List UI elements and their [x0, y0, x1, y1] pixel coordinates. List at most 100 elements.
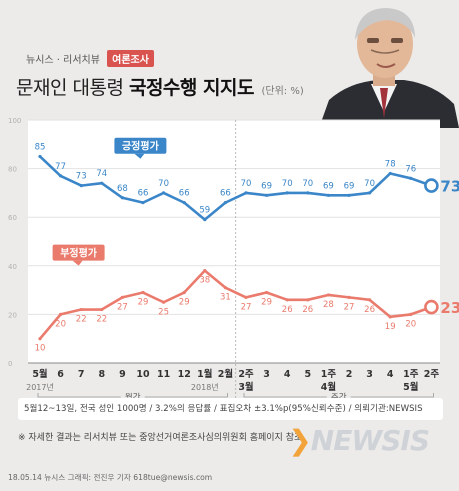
positive-point — [388, 171, 392, 176]
positive-series-badge-pointer — [134, 153, 145, 159]
negative-point — [347, 295, 351, 299]
negative-point — [141, 290, 145, 295]
weekly-label: 주간 — [331, 392, 347, 398]
y-tick-label: 60 — [8, 214, 17, 222]
x-tick-label: 1주 — [321, 369, 337, 380]
negative-data-label: 27 — [117, 302, 128, 312]
negative-point — [182, 290, 186, 295]
x-tick-label: 10 — [136, 369, 150, 380]
positive-data-label: 73 — [76, 172, 87, 182]
positive-data-label: 70 — [364, 179, 375, 189]
x-subtick-label: 5월 — [403, 381, 418, 393]
negative-data-label: 26 — [282, 305, 293, 315]
positive-point — [409, 176, 413, 180]
negative-data-label: 20 — [55, 319, 66, 329]
positive-end-point — [424, 178, 439, 193]
negative-data-label: 31 — [220, 293, 231, 303]
negative-data-label: 20 — [405, 319, 416, 329]
negative-data-label: 19 — [385, 322, 396, 332]
negative-point — [59, 312, 63, 316]
positive-data-label: 66 — [220, 189, 231, 199]
positive-point — [306, 191, 310, 195]
positive-series-line — [39, 155, 432, 221]
x-tick-label: 2주 — [238, 369, 254, 380]
negative-point — [265, 290, 269, 295]
negative-point — [100, 307, 104, 312]
negative-end-point — [424, 299, 439, 315]
negative-point — [388, 315, 392, 319]
newsis-logo-text: NEWSIS — [310, 424, 430, 457]
positive-point — [368, 191, 372, 195]
president-portrait — [309, 0, 459, 128]
x-tick-label: 2 — [346, 369, 353, 380]
positive-point — [244, 191, 248, 195]
monthly-label-bg — [120, 391, 145, 398]
x-subtick-label: 3월 — [238, 381, 253, 393]
survey-method-text: 5월12~13일, 전국 성인 1000명 / 3.2%의 응답률 / 표집오차… — [24, 404, 423, 414]
x-tick-label: 6 — [57, 369, 64, 380]
positive-point — [223, 201, 227, 205]
negative-series-name: 부정평가 — [60, 247, 98, 260]
monthly-label: 월간 — [125, 392, 141, 398]
negative-point — [120, 295, 124, 299]
positive-point — [182, 201, 186, 205]
survey-method: 5월12~13일, 전국 성인 1000명 / 3.2%의 응답률 / 표집오차… — [18, 398, 443, 420]
positive-end-label: 73 — [440, 178, 459, 196]
negative-data-label: 27 — [241, 302, 252, 312]
negative-data-label: 26 — [302, 305, 313, 315]
negative-data-label: 22 — [76, 315, 87, 325]
positive-data-label: 68 — [117, 184, 128, 194]
negative-data-label: 29 — [179, 298, 190, 308]
x-tick-label: 4 — [284, 369, 291, 380]
y-tick-label: 80 — [8, 166, 17, 174]
title-normal: 문재인 대통령 — [16, 77, 124, 99]
positive-point — [326, 193, 330, 197]
negative-data-label: 29 — [261, 298, 272, 308]
x-subtick-label: 4월 — [321, 381, 336, 393]
negative-point — [244, 295, 248, 299]
title-bold: 국정수행 지지도 — [128, 77, 254, 99]
x-tick-label: 1월 — [197, 368, 212, 380]
x-tick-label: 3 — [366, 369, 373, 380]
positive-point — [285, 191, 289, 195]
positive-data-label: 66 — [179, 189, 190, 199]
x-tick-label: 9 — [119, 369, 126, 380]
negative-data-label: 27 — [344, 302, 355, 312]
positive-data-label: 69 — [344, 181, 355, 191]
x-tick-label: 4 — [387, 369, 394, 380]
x-tick-label: 5 — [304, 369, 311, 380]
positive-point — [141, 201, 145, 205]
brand-source: 뉴시스 · 리서치뷰 — [26, 55, 100, 66]
negative-point — [203, 269, 207, 273]
positive-data-label: 74 — [96, 169, 107, 179]
x-tick-label: 1주 — [403, 369, 419, 380]
positive-data-label: 77 — [55, 162, 66, 172]
credit-line: 18.05.14 뉴시스 그래픽: 전진우 기자 618tue@newsis.c… — [8, 473, 213, 482]
positive-point — [38, 154, 42, 159]
x-subtick-label: 2018년 — [191, 382, 219, 392]
positive-data-label: 76 — [405, 164, 416, 174]
x-tick-label: 3 — [263, 369, 270, 380]
x-tick-label: 7 — [78, 369, 85, 380]
negative-point — [162, 300, 166, 304]
page-title: 문재인 대통령 국정수행 지지도 (단위: %) — [16, 73, 304, 100]
y-tick-label: 100 — [8, 117, 21, 125]
y-tick-label: 20 — [8, 311, 17, 319]
negative-data-label: 22 — [96, 315, 107, 325]
newsis-logo: ❯NEWSIS — [288, 424, 430, 457]
positive-data-label: 85 — [35, 142, 46, 152]
y-tick-label: 40 — [8, 263, 17, 271]
footnote: ※ 자세한 결과는 리서치뷰 또는 중앙선거여론조사심의위원회 홈페이지 참조 — [18, 433, 303, 443]
negative-point — [38, 337, 42, 341]
negative-data-label: 28 — [323, 300, 334, 310]
negative-data-label: 26 — [364, 305, 375, 315]
negative-end-label: 23 — [440, 299, 459, 317]
negative-data-label: 29 — [138, 298, 149, 308]
positive-data-label: 59 — [199, 206, 210, 216]
positive-data-label: 69 — [261, 181, 272, 191]
plot-area — [28, 120, 440, 363]
brand-tag: 여론조사 — [107, 50, 154, 67]
negative-data-label: 10 — [35, 344, 46, 354]
negative-series-badge — [52, 244, 105, 261]
